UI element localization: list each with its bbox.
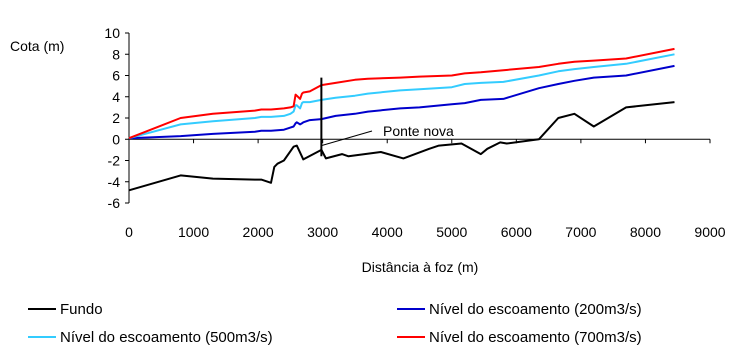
y-tick-label: -4 bbox=[108, 174, 121, 190]
annotation: Ponte nova bbox=[320, 77, 454, 157]
annotation-label: Ponte nova bbox=[383, 123, 454, 139]
y-tick-label: 2 bbox=[112, 110, 120, 126]
y-tick-label: -2 bbox=[108, 153, 121, 169]
x-tick-label: 2000 bbox=[243, 224, 274, 240]
x-tick-label: 3000 bbox=[307, 224, 338, 240]
legend-label-2: Nível do escoamento (500m3/s) bbox=[60, 329, 273, 346]
series-line-0 bbox=[128, 101, 675, 192]
x-tick-label: 7000 bbox=[565, 224, 596, 240]
legend-label-1: Nível do escoamento (200m3/s) bbox=[429, 301, 642, 318]
x-tick-label: 6000 bbox=[501, 224, 532, 240]
axes: -6 -4 -2 0 2 4 6 8 10 0 1000 2000 3000 4000 5000 6000 70… bbox=[104, 25, 725, 240]
annotation-leader bbox=[321, 130, 373, 147]
x-tick-label: 5000 bbox=[436, 224, 467, 240]
legend-label-0: Fundo bbox=[60, 301, 103, 318]
x-tick-label: 9000 bbox=[694, 224, 725, 240]
y-tick-label: 0 bbox=[112, 131, 120, 147]
y-tick-label: 10 bbox=[104, 25, 120, 41]
y-tick-label: -6 bbox=[108, 195, 121, 211]
series-lines bbox=[128, 47, 675, 192]
legend: Fundo Nível do escoamento (200m3/s) Nível … bbox=[28, 301, 642, 346]
x-tick-label: 1000 bbox=[178, 224, 209, 240]
x-tick-label: 0 bbox=[125, 224, 133, 240]
x-tick-label: 4000 bbox=[372, 224, 403, 240]
y-tick-label: 6 bbox=[112, 68, 120, 84]
legend-label-3: Nível do escoamento (700m3/s) bbox=[429, 329, 642, 346]
y-tick-label: 4 bbox=[112, 89, 120, 105]
y-axis-label: Cota (m) bbox=[10, 38, 64, 54]
x-tick-label: 8000 bbox=[630, 224, 661, 240]
x-axis-label: Distância à foz (m) bbox=[362, 259, 479, 275]
y-tick-label: 8 bbox=[112, 46, 120, 62]
